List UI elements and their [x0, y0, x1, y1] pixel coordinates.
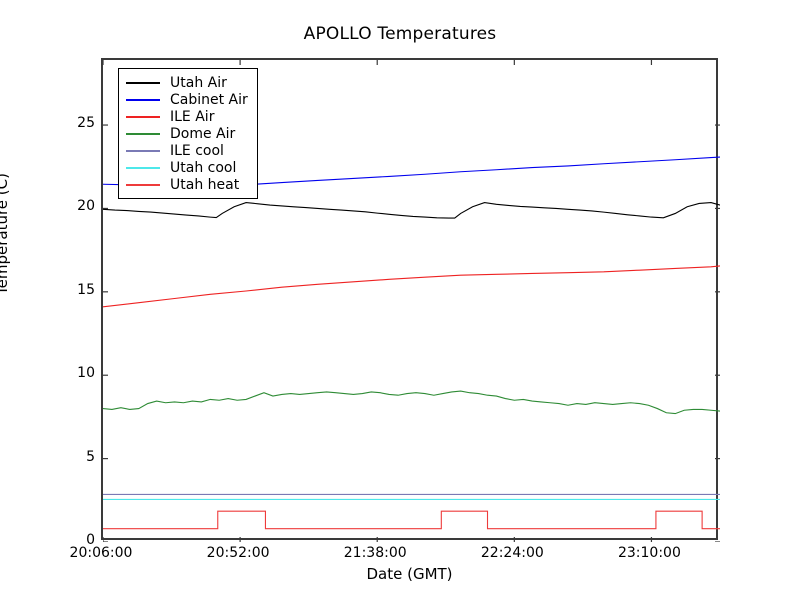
plot-area — [101, 58, 720, 542]
legend-item-label: ILE Air — [170, 108, 215, 125]
y-tick-label: 20 — [77, 198, 95, 215]
legend-color-swatch — [126, 132, 160, 135]
legend-item-label: Utah cool — [170, 159, 237, 176]
legend-item-label: ILE cool — [170, 142, 224, 159]
x-tick-label: 20:52:00 — [206, 545, 270, 561]
series-line — [103, 202, 720, 219]
y-tick-label: 0 — [86, 532, 95, 548]
x-tick-label: 22:24:00 — [480, 545, 544, 561]
x-axis-label: Date (GMT) — [366, 565, 453, 583]
legend-item-label: Cabinet Air — [170, 91, 248, 108]
legend-color-swatch — [126, 149, 160, 152]
chart-title: APOLLO Temperatures — [303, 24, 497, 44]
legend-color-swatch — [126, 115, 160, 118]
y-tick-label: 10 — [77, 365, 95, 382]
legend-item: ILE Air — [126, 108, 248, 125]
legend-item: Utah heat — [126, 176, 248, 193]
legend-color-swatch — [126, 166, 160, 169]
y-axis-label: Temperature (C) — [0, 173, 11, 295]
x-tick-label: 20:06:00 — [69, 545, 133, 561]
legend-color-swatch — [126, 98, 160, 101]
legend-item: Utah cool — [126, 159, 248, 176]
legend-item-label: Utah Air — [170, 74, 227, 91]
series-line — [103, 390, 720, 415]
legend-color-swatch — [126, 183, 160, 186]
legend-color-swatch — [126, 81, 160, 84]
series-line — [103, 510, 720, 530]
legend-item: Dome Air — [126, 125, 248, 142]
legend-item: Utah Air — [126, 74, 248, 91]
y-tick-label: 25 — [77, 115, 95, 132]
y-tick-label: 15 — [77, 281, 95, 298]
legend-item-label: Utah heat — [170, 176, 240, 193]
series-line — [103, 265, 720, 308]
legend-item: ILE cool — [126, 142, 248, 159]
chart-legend: Utah Air Cabinet Air ILE Air Dome Air ILE co… — [118, 68, 258, 199]
y-tick-label: 5 — [86, 448, 95, 465]
x-tick-label: 21:38:00 — [343, 545, 407, 561]
x-tick-label: 23:10:00 — [617, 545, 681, 561]
plot-lines — [103, 60, 720, 542]
legend-item-label: Dome Air — [170, 125, 236, 142]
legend-item: Cabinet Air — [126, 91, 248, 108]
